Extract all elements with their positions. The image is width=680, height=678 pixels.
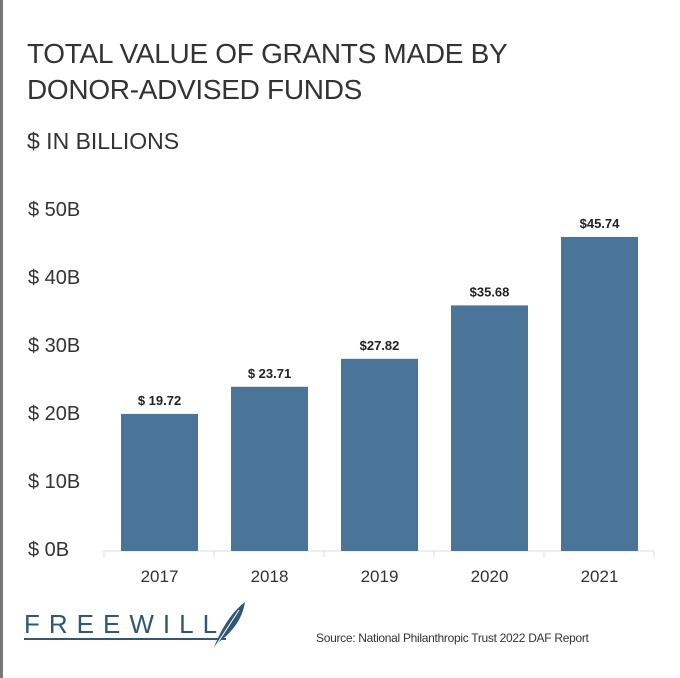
bar-2017 — [121, 413, 198, 551]
bar-chart: $ 0B $ 10B $ 20B $ 30B $ 40B $ 50B $ 19.72 2017… — [28, 199, 655, 586]
data-label: $27.82 — [360, 338, 400, 353]
source-note: Source: National Philanthropic Trust 202… — [316, 631, 589, 645]
y-tick-label: $ 30B — [28, 335, 80, 357]
logo-text: FREEWILL — [24, 609, 227, 639]
x-tick-label: 2021 — [581, 567, 619, 586]
y-tick-label: $ 10B — [28, 471, 80, 493]
data-label: $45.74 — [580, 216, 621, 231]
y-tick-label: $ 0B — [28, 539, 69, 561]
chart-title: TOTAL VALUE OF GRANTS MADE BY DONOR-ADVI… — [27, 38, 507, 105]
x-tick-label: 2017 — [141, 567, 179, 586]
y-tick-label: $ 50B — [28, 199, 80, 221]
quill-icon — [212, 602, 245, 651]
bar-2021 — [561, 236, 638, 551]
chart-subtitle: $ IN BILLIONS — [27, 128, 180, 154]
x-tick-label: 2020 — [471, 567, 509, 586]
data-label: $ 19.72 — [138, 393, 181, 408]
x-tick-label: 2018 — [251, 567, 289, 586]
data-label: $35.68 — [470, 284, 510, 299]
data-label: $ 23.71 — [248, 366, 291, 381]
y-tick-label: $ 40B — [28, 267, 80, 289]
y-tick-label: $ 20B — [28, 403, 80, 425]
bar-2018 — [231, 386, 308, 551]
freewill-logo: FREEWILL — [24, 609, 227, 640]
bar-2019 — [341, 358, 418, 551]
x-tick-label: 2019 — [361, 567, 399, 586]
bar-2020 — [451, 305, 528, 551]
left-border — [0, 0, 3, 678]
